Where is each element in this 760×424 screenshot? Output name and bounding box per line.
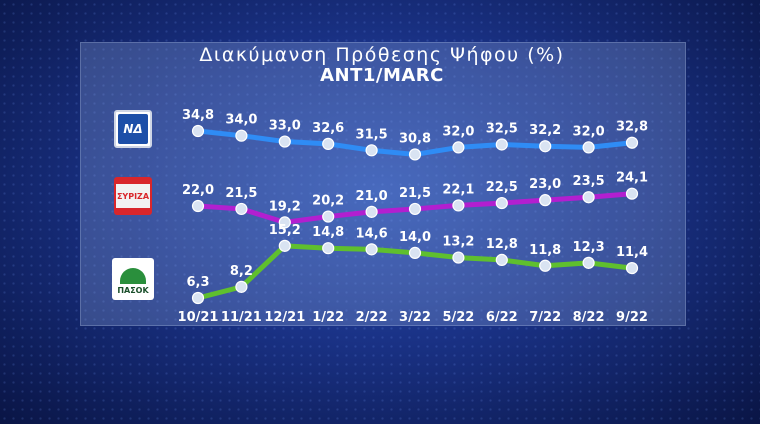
data-label-2-3: 14,8	[312, 225, 344, 240]
data-point-1-6	[452, 199, 465, 212]
data-point-0-4	[365, 144, 378, 157]
data-point-1-5	[408, 202, 422, 216]
pasok-sun-icon	[120, 267, 146, 284]
syriza-logo: ΣΥΡΙΖΑ	[114, 177, 152, 215]
data-point-0-2	[278, 135, 291, 148]
data-point-0-6	[452, 141, 465, 154]
x-tick-label-4: 2/22	[356, 310, 388, 325]
x-tick-label-3: 1/22	[312, 310, 344, 325]
data-point-0-5	[408, 148, 422, 161]
x-tick-label-1: 11/21	[221, 310, 262, 325]
data-point-1-4	[365, 205, 378, 218]
data-point-1-3	[322, 210, 335, 223]
x-tick-label-5: 3/22	[399, 310, 431, 325]
data-label-2-1: 8,2	[230, 264, 253, 279]
data-point-1-8	[539, 194, 552, 207]
pasok-logo: ΠΑΣΟΚ	[112, 258, 154, 300]
data-point-0-0	[191, 124, 205, 138]
data-label-1-1: 21,5	[225, 186, 257, 201]
x-tick-label-8: 7/22	[529, 310, 561, 325]
data-point-2-0	[191, 291, 205, 305]
data-label-1-8: 23,0	[529, 177, 561, 192]
data-point-0-9	[582, 141, 595, 154]
data-label-0-3: 32,6	[312, 121, 344, 136]
data-point-1-2	[278, 216, 291, 229]
data-label-0-1: 34,0	[225, 113, 257, 128]
data-label-0-7: 32,5	[486, 121, 518, 136]
data-label-1-9: 23,5	[573, 174, 605, 189]
x-tick-label-7: 6/22	[486, 310, 518, 325]
data-label-2-5: 14,0	[399, 230, 431, 245]
data-label-2-6: 13,2	[442, 235, 474, 250]
x-tick-label-9: 8/22	[573, 310, 605, 325]
data-label-0-5: 30,8	[399, 131, 431, 146]
data-label-0-9: 32,0	[573, 124, 605, 139]
x-tick-label-6: 5/22	[442, 310, 474, 325]
data-point-1-7	[495, 196, 508, 210]
data-point-2-8	[539, 259, 552, 272]
data-point-2-6	[452, 251, 465, 264]
data-point-1-9	[582, 191, 595, 204]
data-label-1-4: 21,0	[356, 189, 388, 204]
pasok-logo-text: ΠΑΣΟΚ	[117, 285, 149, 295]
data-point-2-3	[322, 242, 335, 255]
data-point-0-7	[495, 138, 508, 151]
data-label-0-10: 32,8	[616, 120, 648, 135]
x-tick-label-0: 10/21	[178, 310, 219, 325]
data-point-2-1	[235, 280, 248, 293]
data-point-0-3	[322, 137, 335, 150]
data-point-0-10	[625, 136, 639, 149]
data-label-1-7: 22,5	[486, 180, 518, 195]
data-label-1-3: 20,2	[312, 194, 344, 209]
nd-logo-text: ΝΔ	[118, 114, 148, 144]
data-label-2-2: 15,2	[269, 223, 301, 238]
data-point-1-0	[191, 199, 205, 213]
data-point-2-9	[582, 256, 595, 269]
chart-subtitle: ANT1/MARC	[320, 65, 444, 86]
data-label-0-0: 34,8	[182, 108, 214, 123]
data-label-1-0: 22,0	[182, 183, 214, 198]
syriza-logo-text: ΣΥΡΙΖΑ	[116, 184, 150, 208]
x-tick-label-2: 12/21	[264, 310, 305, 325]
data-label-2-4: 14,6	[356, 226, 388, 241]
data-point-0-8	[539, 140, 552, 153]
nd-logo: ΝΔ	[114, 110, 152, 148]
chart-panel	[80, 42, 686, 326]
chart-title: Διακύμανση Πρόθεσης Ψήφου (%)	[199, 44, 565, 66]
data-label-2-8: 11,8	[529, 243, 561, 258]
data-point-1-1	[235, 202, 248, 216]
data-label-1-6: 22,1	[442, 182, 474, 197]
x-tick-label-10: 9/22	[616, 310, 648, 325]
data-point-2-4	[365, 243, 378, 256]
data-point-2-2	[278, 239, 291, 252]
data-point-1-10	[625, 187, 639, 200]
data-point-2-7	[495, 253, 508, 267]
data-label-1-2: 19,2	[269, 199, 301, 214]
data-point-0-1	[235, 129, 248, 142]
data-point-2-10	[625, 262, 639, 275]
data-point-2-5	[408, 246, 422, 259]
data-label-2-7: 12,8	[486, 237, 518, 252]
data-label-1-10: 24,1	[616, 171, 648, 186]
data-label-2-10: 11,4	[616, 245, 648, 260]
data-label-0-4: 31,5	[356, 127, 388, 142]
data-label-2-0: 6,3	[186, 275, 209, 290]
data-label-0-2: 33,0	[269, 119, 301, 134]
data-label-1-5: 21,5	[399, 186, 431, 201]
data-label-2-9: 12,3	[573, 240, 605, 255]
data-label-0-6: 32,0	[442, 124, 474, 139]
data-label-0-8: 32,2	[529, 123, 561, 138]
